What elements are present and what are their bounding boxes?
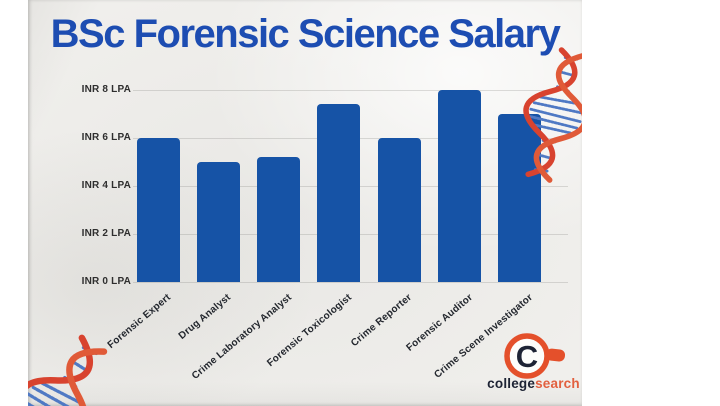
grid-line: [133, 282, 568, 283]
x-axis-label: Crime Reporter: [349, 292, 415, 350]
logo-letter: C: [516, 339, 538, 374]
logo-wordmark: collegesearch: [456, 376, 582, 391]
bar: [136, 138, 180, 282]
bar: [196, 162, 240, 282]
y-axis-tick-label: INR 4 LPA: [81, 180, 131, 191]
logo-wordmark-primary: college: [487, 376, 536, 391]
x-axis-label: Drug Analyst: [177, 292, 234, 342]
page-title: BSc Forensic Science Salary: [50, 12, 561, 56]
collegesearch-logo-icon: C: [498, 330, 572, 382]
infographic-card: BSc Forensic Science Salary INR 0 LPA INR…: [28, 0, 582, 406]
x-axis-label: Crime Laboratory Analyst: [189, 292, 294, 382]
y-axis-tick-label: INR 6 LPA: [81, 132, 131, 143]
x-axis-label: Forensic Toxicologist: [265, 292, 354, 370]
bar: [257, 157, 301, 282]
y-axis-tick-label: INR 8 LPA: [81, 84, 131, 95]
x-axis-label: Forensic Auditor: [404, 292, 475, 354]
bar: [438, 90, 481, 282]
bar: [498, 114, 542, 282]
grid-line: [133, 90, 568, 91]
bar: [377, 138, 421, 282]
bar-chart: INR 0 LPA INR 2 LPA INR 4 LPA INR 6 LPA INR …: [28, 0, 582, 406]
y-axis-tick-label: INR 2 LPA: [81, 228, 131, 239]
y-axis-tick-label: INR 0 LPA: [81, 276, 131, 287]
bar: [317, 104, 361, 282]
logo-wordmark-accent: search: [535, 376, 580, 391]
